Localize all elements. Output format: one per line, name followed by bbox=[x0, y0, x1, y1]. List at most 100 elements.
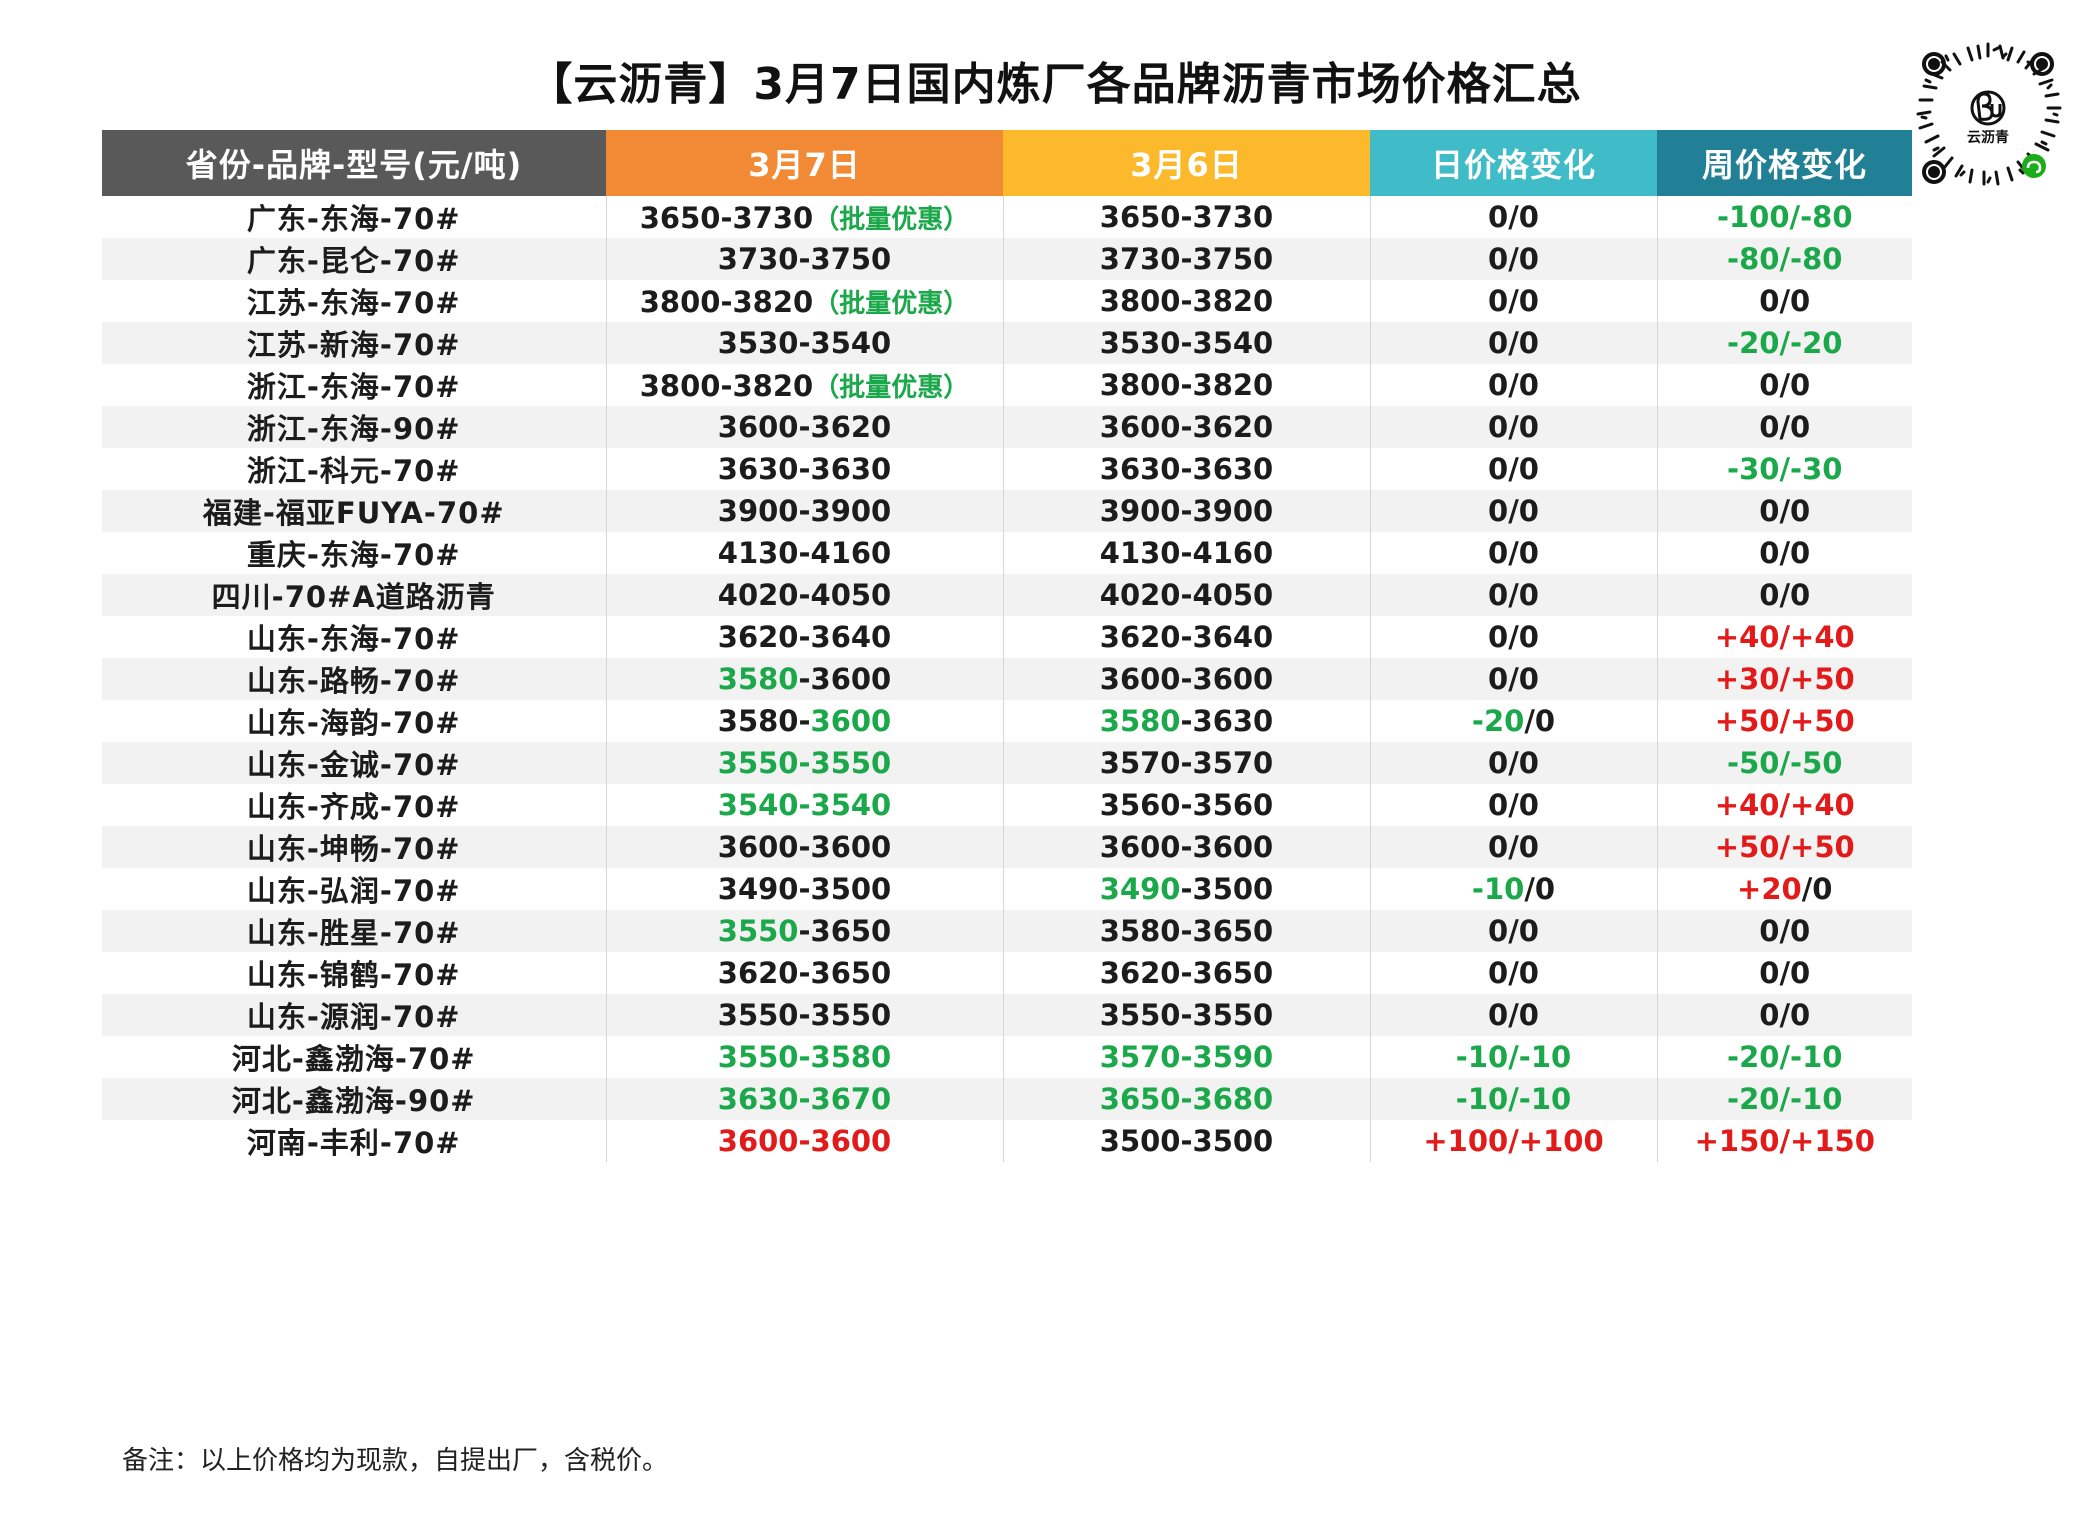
table-row: 福建-福亚FUYA-70# 3900-3900 3900-3900 0/0 0/0 bbox=[102, 490, 1912, 532]
price-today-cell: 3600-3600 bbox=[605, 826, 1003, 868]
daily-change-cell: -10/0 bbox=[1369, 868, 1657, 910]
daily-change-cell: 0/0 bbox=[1369, 910, 1657, 952]
cell-text: 3620-3640 bbox=[717, 620, 892, 654]
product-name-cell: 四川-70#A道路沥青 bbox=[102, 574, 606, 616]
price-today-cell: 3550-3550 bbox=[605, 742, 1003, 784]
product-name-cell: 山东-路畅-70# bbox=[102, 658, 606, 700]
table-row: 河北-鑫渤海-90# 3630-3670 3650-3680 -10/-10 -20/-… bbox=[102, 1078, 1912, 1120]
daily-change-cell: 0/0 bbox=[1369, 826, 1657, 868]
table-row: 山东-路畅-70# 3580-3600 3600-3600 0/0 +30/+50 bbox=[102, 658, 1912, 700]
price-today-cell: 3580-3600 bbox=[605, 658, 1003, 700]
weekly-change-cell: +40/+40 bbox=[1656, 784, 1912, 826]
price-today-cell: 3900-3900 bbox=[605, 490, 1003, 532]
daily-change-cell: 0/0 bbox=[1369, 658, 1657, 700]
table-row: 江苏-新海-70# 3530-3540 3530-3540 0/0 -20/-20 bbox=[102, 322, 1912, 364]
cell-text: 3900-3900 bbox=[717, 494, 892, 528]
cell-text: 3800-3820 bbox=[1099, 368, 1274, 402]
price-yesterday-cell: 3580-3650 bbox=[1002, 910, 1370, 952]
cell-text: 4130-4160 bbox=[717, 536, 892, 570]
table-row: 浙江-科元-70# 3630-3630 3630-3630 0/0 -30/-30 bbox=[102, 448, 1912, 490]
cell-text: 3620-3650 bbox=[1099, 956, 1274, 990]
cell-text: 0/0 bbox=[1488, 410, 1539, 444]
cell-text: 3620-3640 bbox=[1099, 620, 1274, 654]
price-yesterday-cell: 3620-3650 bbox=[1002, 952, 1370, 994]
price-yesterday-cell: 3530-3540 bbox=[1002, 322, 1370, 364]
wechat-mini-program-icon bbox=[2022, 154, 2046, 178]
price-yesterday-cell: 3550-3550 bbox=[1002, 994, 1370, 1036]
cell-text: -10/-10 bbox=[1455, 1040, 1572, 1074]
cell-text: 0/0 bbox=[1488, 200, 1539, 234]
price-today-cell: 3490-3500 bbox=[605, 868, 1003, 910]
cell-text: 3580- bbox=[717, 704, 811, 738]
cell-text: 3550-3550 bbox=[1099, 998, 1274, 1032]
cell-text: 0/0 bbox=[1488, 494, 1539, 528]
table-header-row: 省份-品牌-型号(元/吨) 3月7日 3月6日 日价格变化 周价格变化 bbox=[102, 130, 1912, 196]
cell-text: 3490-3500 bbox=[717, 872, 892, 906]
table-row: 河北-鑫渤海-70# 3550-3580 3570-3590 -10/-10 -20/-… bbox=[102, 1036, 1912, 1078]
table-row: 山东-齐成-70# 3540-3540 3560-3560 0/0 +40/+40 bbox=[102, 784, 1912, 826]
product-name-cell: 山东-金诚-70# bbox=[102, 742, 606, 784]
weekly-change-cell: 0/0 bbox=[1656, 532, 1912, 574]
price-yesterday-cell: 3730-3750 bbox=[1002, 238, 1370, 280]
price-yesterday-cell: 3900-3900 bbox=[1002, 490, 1370, 532]
price-yesterday-cell: 3800-3820 bbox=[1002, 280, 1370, 322]
cell-text: 3630-3630 bbox=[1099, 452, 1274, 486]
weekly-change-cell: -20/-20 bbox=[1656, 322, 1912, 364]
price-yesterday-cell: 3650-3730 bbox=[1002, 196, 1370, 238]
price-yesterday-cell: 3570-3590 bbox=[1002, 1036, 1370, 1078]
cell-text: 3600-3600 bbox=[1099, 662, 1274, 696]
cell-text: 0/0 bbox=[1488, 242, 1539, 276]
daily-change-cell: 0/0 bbox=[1369, 448, 1657, 490]
daily-change-cell: -20/0 bbox=[1369, 700, 1657, 742]
price-yesterday-cell: 3580-3630 bbox=[1002, 700, 1370, 742]
table-row: 浙江-东海-70# 3800-3820（批量优惠） 3800-3820 0/0 0/0 bbox=[102, 364, 1912, 406]
cell-text: 3600-3600 bbox=[717, 1124, 892, 1158]
mini-program-qr-code[interactable]: 云沥青 bbox=[1908, 38, 2068, 198]
cell-text: +50/+50 bbox=[1714, 830, 1855, 864]
header-name: 省份-品牌-型号(元/吨) bbox=[102, 130, 606, 196]
cell-text: 0/0 bbox=[1488, 830, 1539, 864]
weekly-change-cell: +50/+50 bbox=[1656, 826, 1912, 868]
daily-change-cell: 0/0 bbox=[1369, 532, 1657, 574]
cell-text: 0/0 bbox=[1488, 368, 1539, 402]
daily-change-cell: 0/0 bbox=[1369, 322, 1657, 364]
cell-text: 3570-3590 bbox=[1099, 1040, 1274, 1074]
price-today-cell: 3800-3820（批量优惠） bbox=[605, 280, 1003, 322]
cell-text: -80/-80 bbox=[1727, 242, 1843, 276]
daily-change-cell: 0/0 bbox=[1369, 406, 1657, 448]
weekly-change-cell: +150/+150 bbox=[1656, 1120, 1912, 1162]
cell-text: -10 bbox=[1471, 872, 1525, 906]
table-row: 浙江-东海-90# 3600-3620 3600-3620 0/0 0/0 bbox=[102, 406, 1912, 448]
table-row: 四川-70#A道路沥青 4020-4050 4020-4050 0/0 0/0 bbox=[102, 574, 1912, 616]
daily-change-cell: -10/-10 bbox=[1369, 1078, 1657, 1120]
cell-text: 3650-3730 bbox=[1099, 200, 1274, 234]
cell-text: 3580 bbox=[717, 662, 799, 696]
price-yesterday-cell: 3600-3620 bbox=[1002, 406, 1370, 448]
cell-text: 0/0 bbox=[1759, 956, 1811, 990]
price-table: 省份-品牌-型号(元/吨) 3月7日 3月6日 日价格变化 周价格变化 广东-东… bbox=[102, 130, 1912, 1162]
daily-change-cell: -10/-10 bbox=[1369, 1036, 1657, 1078]
header-weekly-change: 周价格变化 bbox=[1657, 130, 1912, 196]
cell-text: 0/0 bbox=[1488, 578, 1539, 612]
cell-text: 4020-4050 bbox=[1099, 578, 1274, 612]
weekly-change-cell: 0/0 bbox=[1656, 574, 1912, 616]
cell-text: +50/+50 bbox=[1714, 704, 1855, 738]
cell-text: 3550-3550 bbox=[717, 746, 892, 780]
cell-text: 3550-3580 bbox=[717, 1040, 892, 1074]
cell-text: /0 bbox=[1801, 872, 1833, 906]
table-row: 山东-弘润-70# 3490-3500 3490-3500 -10/0 +20/0 bbox=[102, 868, 1912, 910]
cell-text: -20/-20 bbox=[1727, 326, 1843, 360]
product-name-cell: 浙江-东海-90# bbox=[102, 406, 606, 448]
product-name-cell: 浙江-东海-70# bbox=[246, 370, 461, 404]
qr-label: 云沥青 bbox=[1967, 129, 2009, 146]
price-today-cell: 3800-3820（批量优惠） bbox=[605, 364, 1003, 406]
cell-text: 4130-4160 bbox=[1099, 536, 1274, 570]
cell-text: 3580 bbox=[1099, 704, 1181, 738]
price-today-cell: 3630-3630 bbox=[605, 448, 1003, 490]
cell-text: -3500 bbox=[1180, 872, 1274, 906]
price-yesterday-cell: 3800-3820 bbox=[1002, 364, 1370, 406]
cell-text: -3600 bbox=[798, 662, 892, 696]
cell-text: 3630-3670 bbox=[717, 1082, 892, 1116]
weekly-change-cell: -80/-80 bbox=[1656, 238, 1912, 280]
cell-text: 3800-3820 bbox=[639, 368, 814, 403]
